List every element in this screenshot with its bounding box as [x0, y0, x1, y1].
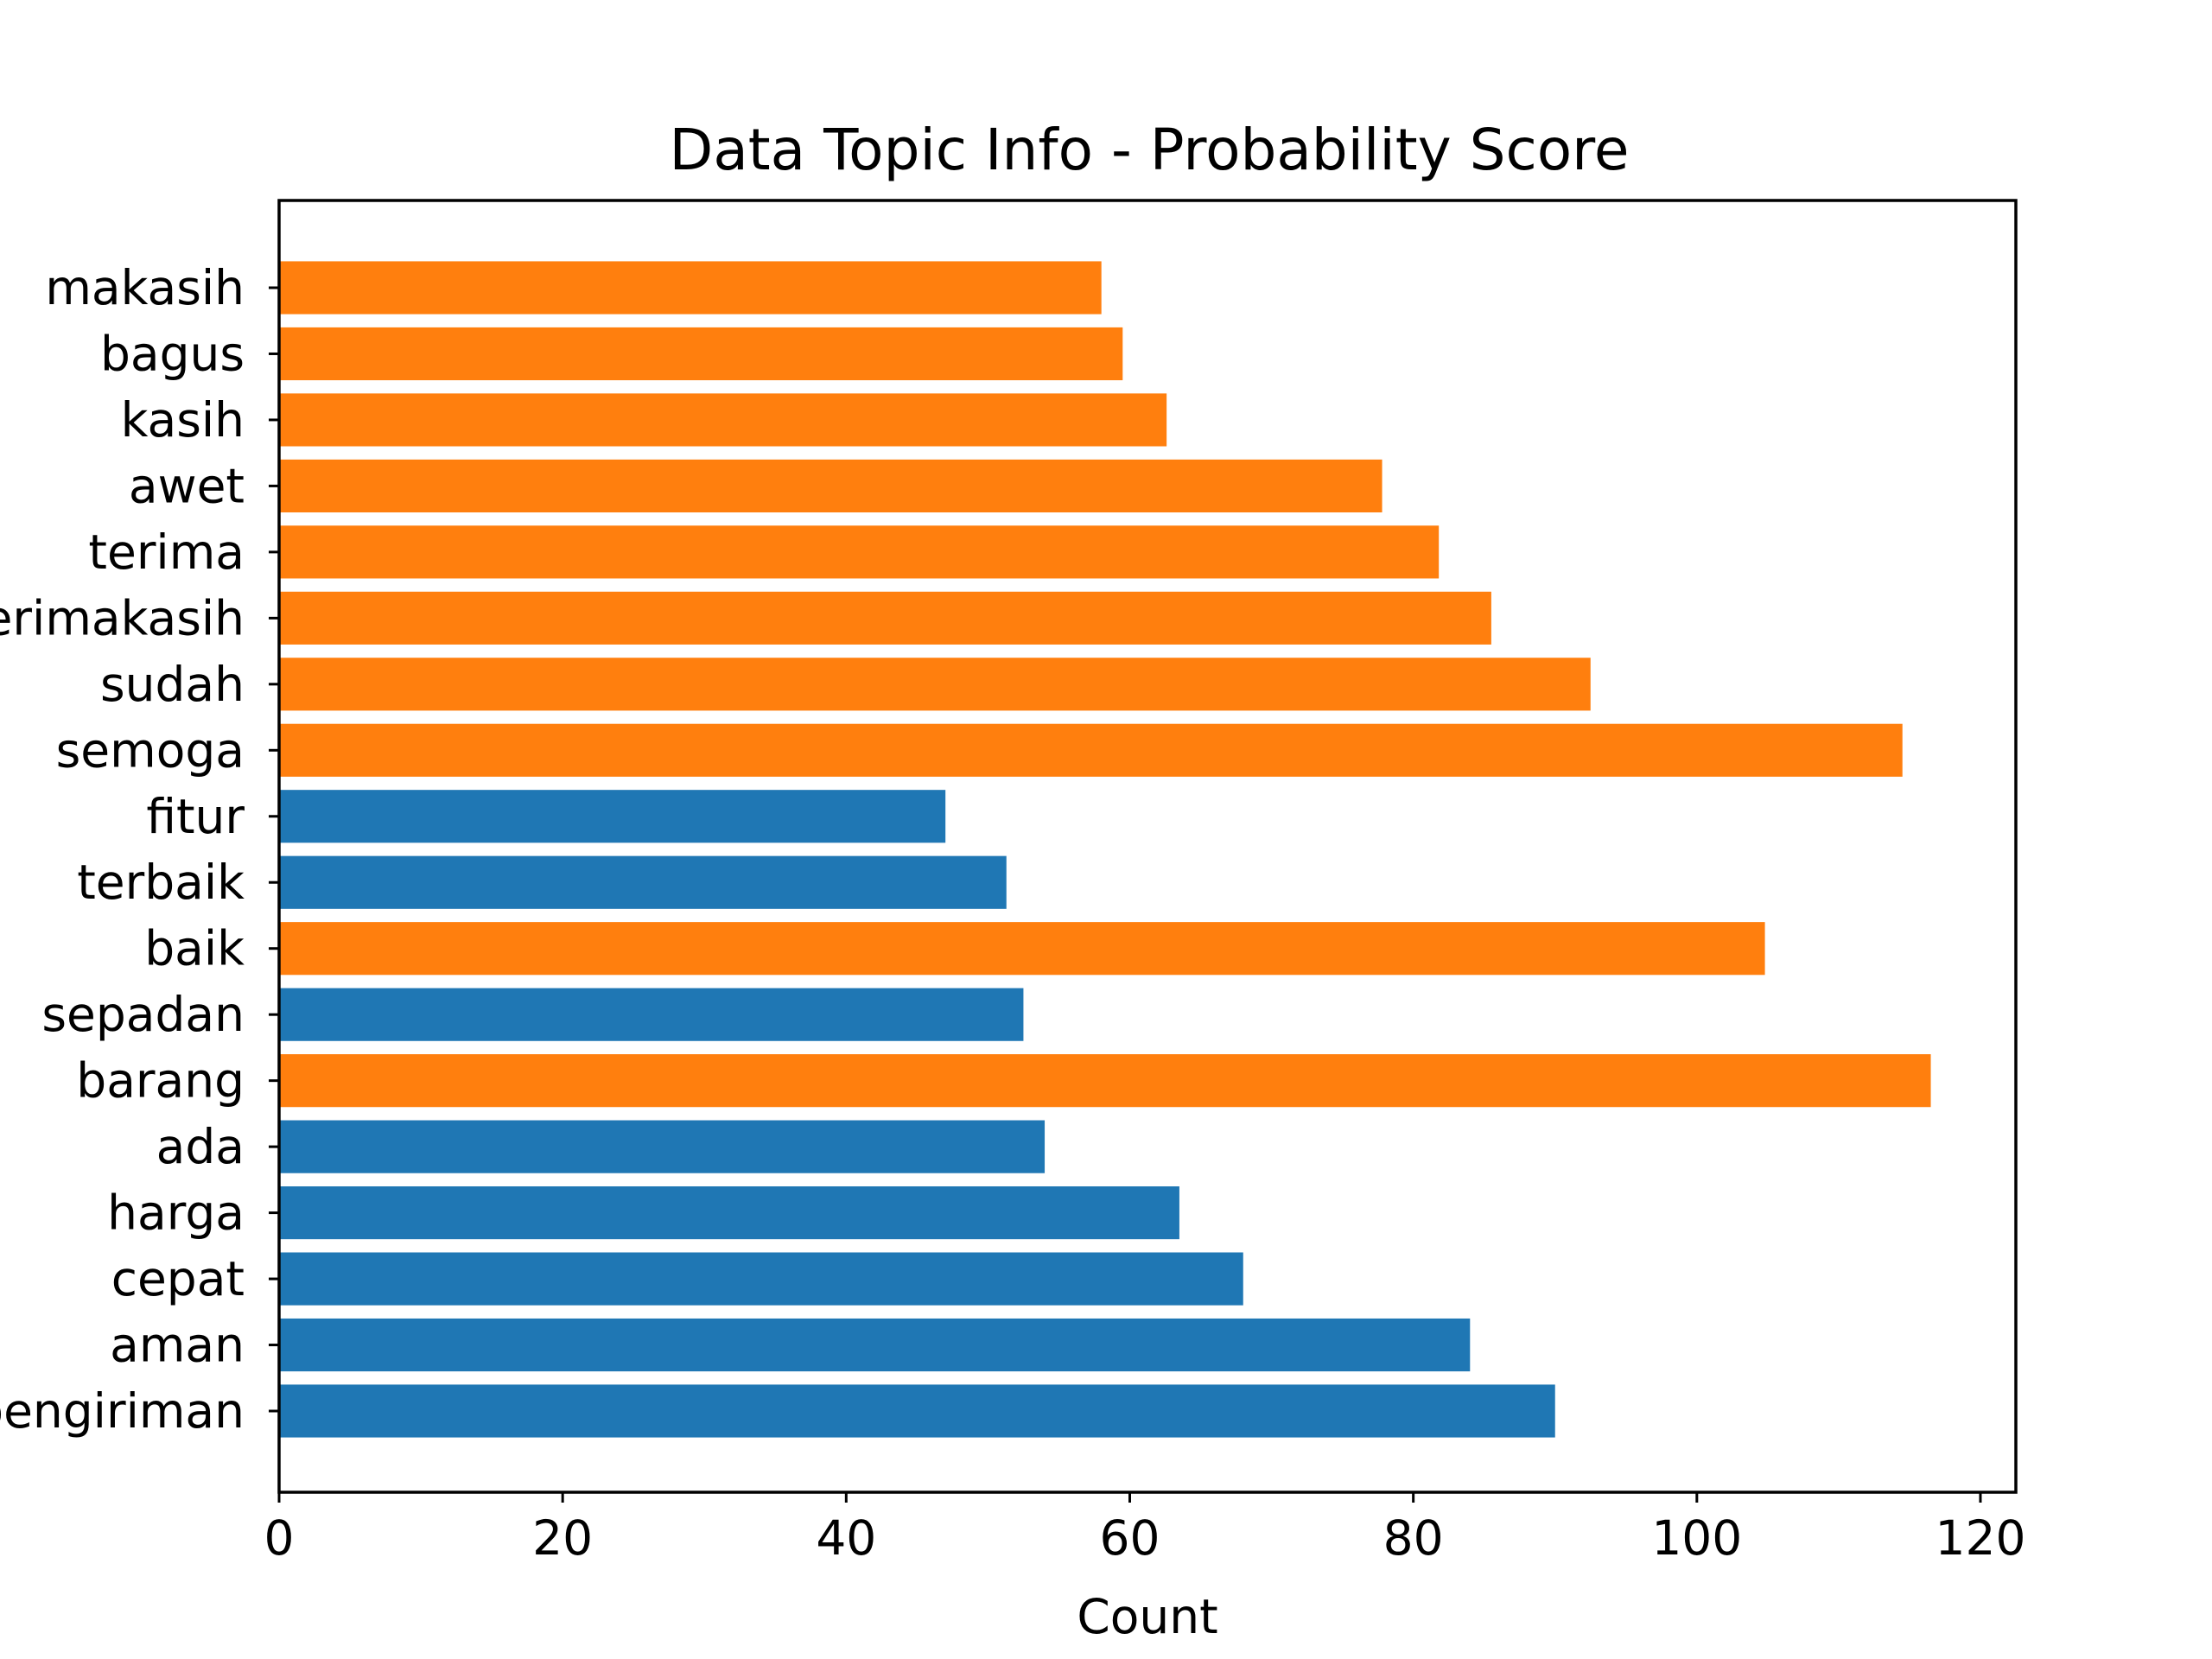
x-tick-label: 60 [1099, 1510, 1160, 1566]
y-tick-label: sepadan [41, 987, 245, 1042]
x-tick-label: 20 [532, 1510, 593, 1566]
x-axis-ticks: 0 20 40 60 80 100 120 [264, 1492, 2025, 1566]
bar-baik [279, 922, 1765, 976]
bar-harga [279, 1186, 1179, 1240]
x-axis-label: Count [1077, 1589, 1217, 1644]
bar-cepat [279, 1252, 1243, 1306]
y-tick-label: terimakasih [0, 590, 245, 645]
y-tick-label: terbaik [77, 855, 245, 910]
y-tick-label: baik [144, 921, 245, 976]
bars [279, 261, 1931, 1438]
bar-sepadan [279, 988, 1024, 1041]
x-tick-label: 0 [264, 1510, 295, 1566]
x-tick-label: 80 [1383, 1510, 1444, 1566]
bar-semoga [279, 723, 1903, 777]
y-axis-ticks: pengiriman aman cepat harga ada barang sepadan… [0, 260, 279, 1439]
bar-sudah [279, 658, 1591, 711]
bar-terima [279, 525, 1440, 579]
y-tick-label: pengiriman [0, 1383, 245, 1439]
y-tick-label: makasih [45, 260, 245, 315]
y-tick-label: terima [88, 524, 245, 580]
bar-awet [279, 459, 1382, 512]
bar-fitur [279, 790, 946, 843]
bar-pengiriman [279, 1384, 1555, 1438]
y-tick-label: awet [129, 458, 245, 513]
bar-kasih [279, 393, 1167, 447]
y-tick-label: sudah [100, 657, 245, 712]
x-tick-label: 120 [1935, 1510, 2025, 1566]
y-tick-label: fitur [146, 789, 245, 844]
bar-bagus [279, 327, 1123, 381]
bar-ada [279, 1120, 1046, 1173]
y-tick-label: barang [76, 1053, 245, 1109]
bar-aman [279, 1318, 1471, 1372]
bar-terimakasih [279, 591, 1491, 645]
y-tick-label: kasih [121, 392, 245, 448]
y-tick-label: ada [156, 1119, 245, 1174]
y-tick-label: semoga [56, 722, 245, 778]
chart-title: Data Topic Info - Probability Score [670, 117, 1630, 183]
y-tick-label: cepat [111, 1251, 245, 1306]
bar-terbaik [279, 855, 1007, 909]
y-tick-label: harga [107, 1185, 245, 1241]
x-tick-label: 100 [1651, 1510, 1742, 1566]
plot-frame [277, 199, 2018, 1494]
bar-barang [279, 1054, 1931, 1108]
y-tick-label: bagus [100, 326, 245, 381]
bar-makasih [279, 261, 1102, 315]
x-tick-label: 40 [816, 1510, 876, 1566]
y-tick-label: aman [110, 1318, 245, 1373]
